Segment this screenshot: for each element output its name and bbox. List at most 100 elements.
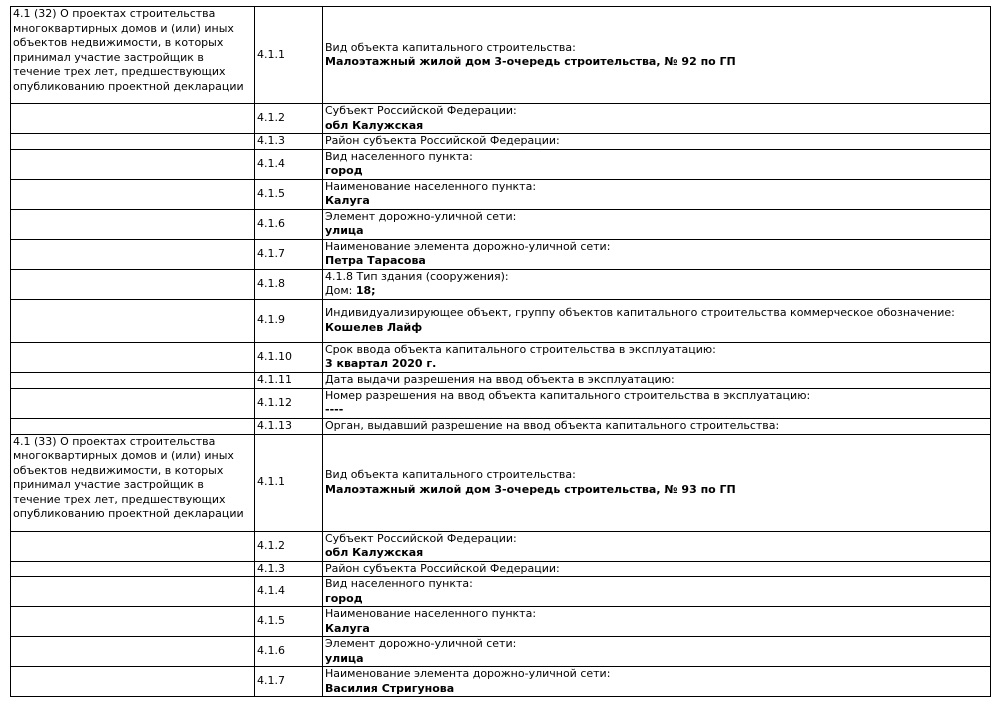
table-row: 4.1 (32) О проектах строительства многок… [10, 6, 991, 104]
section-text: 4.1 (32) О проектах строительства многок… [13, 7, 244, 93]
section-cell [10, 238, 255, 270]
content-cell: Индивидуализирующее объект, группу объек… [322, 298, 991, 343]
table-row: 4.1.3 Район субъекта Российской Федерации… [10, 560, 991, 577]
table-row: 4.1.10 Срок ввода объекта капитального ст… [10, 341, 991, 373]
section-cell [10, 387, 255, 419]
field-label: Элемент дорожно-уличной сети: [325, 209, 517, 223]
field-label: 4.1.8 Тип здания (сооружения): [325, 269, 509, 283]
section-cell [10, 148, 255, 180]
value-text: Калуга [325, 194, 370, 207]
field-label: Район субъекта Российской Федерации: [325, 561, 560, 575]
content-cell: Наименование элемента дорожно-уличной се… [322, 666, 991, 697]
content-cell: Наименование населенного пункта: Калуга [322, 606, 991, 637]
field-value: Малоэтажный жилой дом 3-очередь строител… [325, 55, 988, 70]
value-text: город [325, 164, 363, 177]
field-label: Орган, выдавший разрешение на ввод объек… [325, 418, 780, 432]
field-value: Петра Тарасова [325, 254, 988, 268]
content-cell: Номер разрешения на ввод объекта капитал… [322, 387, 991, 419]
field-label: Номер разрешения на ввод объекта капитал… [325, 388, 811, 402]
section-cell [10, 560, 255, 577]
code-cell: 4.1.1 [254, 6, 323, 104]
value-text: Кошелев Лайф [325, 320, 423, 334]
content-cell: Район субъекта Российской Федерации: [322, 560, 991, 577]
field-label: Вид объекта капитального строительства: [325, 40, 576, 54]
field-value: Дом: 18; [325, 284, 988, 298]
content-cell: Элемент дорожно-уличной сети: улица [322, 208, 991, 240]
content-cell: Наименование населенного пункта: Калуга [322, 178, 991, 210]
code-cell: 4.1.2 [254, 103, 323, 134]
code-cell: 4.1.11 [254, 371, 323, 389]
table-row: 4.1.4 Вид населенного пункта: город [10, 148, 991, 180]
value-text: улица [325, 651, 364, 665]
code-cell: 4.1.7 [254, 666, 323, 697]
value-text: 18; [355, 284, 376, 297]
section-cell: 4.1 (33) О проектах строительства многок… [10, 433, 255, 532]
content-cell: Элемент дорожно-уличной сети: улица [322, 636, 991, 667]
table-row: 4.1.12 Номер разрешения на ввод объекта к… [10, 387, 991, 419]
content-cell: Субъект Российской Федерации: обл Калужск… [322, 530, 991, 562]
value-text: Петра Тарасова [325, 254, 426, 267]
table-row: 4.1.7 Наименование элемента дорожно-уличн… [10, 666, 991, 697]
field-value: город [325, 164, 988, 178]
table-row: 4.1.13 Орган, выдавший разрешение на ввод… [10, 417, 991, 435]
table-row: 4.1.6 Элемент дорожно-уличной сети: улица [10, 208, 991, 240]
field-value: улица [325, 224, 988, 238]
field-label: Район субъекта Российской Федерации: [325, 134, 560, 147]
field-value: ---- [325, 403, 988, 417]
field-label: Вид населенного пункта: [325, 149, 473, 163]
content-cell: Вид населенного пункта: город [322, 148, 991, 180]
code-cell: 4.1.13 [254, 417, 323, 435]
section-cell [10, 268, 255, 300]
value-text: город [325, 591, 363, 605]
table-row: 4.1.5 Наименование населенного пункта: Кал… [10, 178, 991, 210]
section-cell [10, 208, 255, 240]
field-value: обл Калужская [325, 546, 988, 560]
value-text: Калуга [325, 621, 370, 635]
section-cell [10, 298, 255, 343]
code-cell: 4.1.5 [254, 606, 323, 637]
table-row: 4.1.6 Элемент дорожно-уличной сети: улица [10, 636, 991, 667]
code-cell: 4.1.9 [254, 298, 323, 343]
value-text: обл Калужская [325, 118, 424, 132]
content-cell: Вид объекта капитального строительства: М… [322, 433, 991, 532]
section-cell: 4.1 (32) О проектах строительства многок… [10, 6, 255, 104]
table-row: 4.1.7 Наименование элемента дорожно-уличн… [10, 238, 991, 270]
code-cell: 4.1.8 [254, 268, 323, 300]
field-value: Малоэтажный жилой дом 3-очередь строител… [325, 483, 988, 498]
code-cell: 4.1.2 [254, 530, 323, 562]
code-cell: 4.1.6 [254, 636, 323, 667]
content-cell: Наименование элемента дорожно-уличной се… [322, 238, 991, 270]
section-cell [10, 530, 255, 562]
content-cell: Вид населенного пункта: город [322, 576, 991, 607]
field-label: Элемент дорожно-уличной сети: [325, 637, 517, 651]
field-value: Василия Стригунова [325, 681, 988, 696]
code-cell: 4.1.5 [254, 178, 323, 210]
content-cell: Вид объекта капитального строительства: М… [322, 6, 991, 104]
field-label: Наименование населенного пункта: [325, 179, 537, 193]
field-label: Дата выдачи разрешения на ввод объекта в… [325, 372, 675, 386]
section-cell [10, 178, 255, 210]
content-cell: Субъект Российской Федерации: обл Калужск… [322, 103, 991, 134]
field-value: 3 квартал 2020 г. [325, 357, 988, 371]
field-label: Наименование элемента дорожно-уличной се… [325, 239, 611, 253]
section-cell [10, 371, 255, 389]
section-cell [10, 636, 255, 667]
code-cell: 4.1.10 [254, 341, 323, 373]
value-text: 3 квартал 2020 г. [325, 357, 437, 370]
section-cell [10, 103, 255, 134]
code-cell: 4.1.4 [254, 148, 323, 180]
field-value: обл Калужская [325, 118, 988, 133]
value-text: Василия Стригунова [325, 681, 455, 695]
code-cell: 4.1.3 [254, 133, 323, 150]
code-cell: 4.1.6 [254, 208, 323, 240]
section-cell [10, 341, 255, 373]
value-text: обл Калужская [325, 546, 424, 559]
content-cell: Срок ввода объекта капитального строител… [322, 341, 991, 373]
value-text: ---- [325, 403, 344, 416]
table-row: 4.1.2 Субъект Российской Федерации: обл Ка… [10, 530, 991, 562]
field-label: Вид населенного пункта: [325, 577, 473, 591]
table-row: 4.1.3 Район субъекта Российской Федерации… [10, 133, 991, 150]
section-cell [10, 417, 255, 435]
content-cell: Дата выдачи разрешения на ввод объекта в… [322, 371, 991, 389]
